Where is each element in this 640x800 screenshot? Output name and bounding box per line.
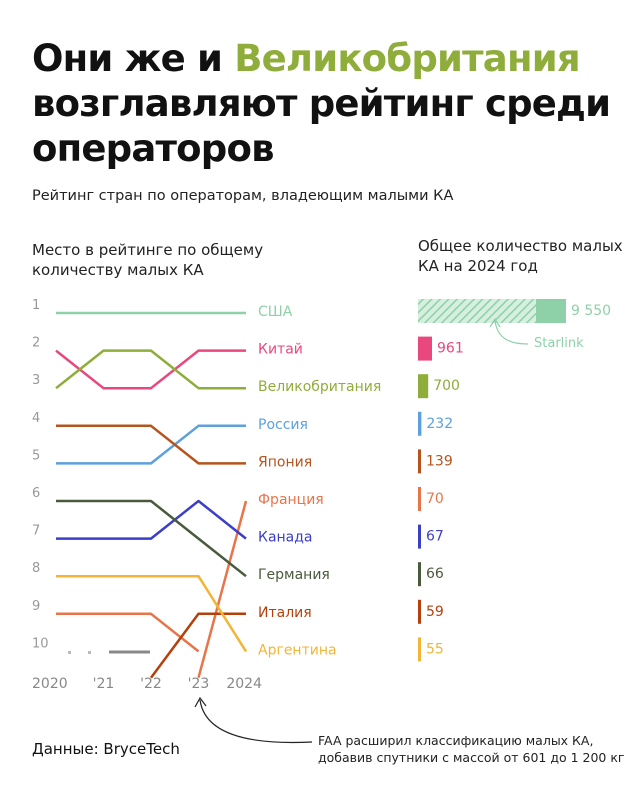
value-bar-6 <box>418 524 421 549</box>
rank-tick-5: 5 <box>32 448 40 463</box>
series-line-3 <box>56 424 246 465</box>
rank-tick-7: 7 <box>32 524 40 539</box>
value-label-6: 67 <box>426 529 444 545</box>
rank-tick-1: 1 <box>32 298 40 313</box>
value-bar-8 <box>418 599 421 624</box>
title-part2: возглавляют рейтинг среди операторов <box>32 82 611 170</box>
x-tick-2: '22 <box>140 676 162 692</box>
value-label-7: 66 <box>426 566 444 582</box>
rank-tick-4: 4 <box>32 411 40 426</box>
value-label-9: 55 <box>426 641 444 657</box>
country-label-0: США <box>258 304 293 320</box>
series-line-5 <box>197 500 248 679</box>
value-bar-9 <box>418 637 421 662</box>
chart-subtitle: Рейтинг стран по операторам, владеющим м… <box>32 188 454 204</box>
total-heading: Общее количество малых КА на 2024 год <box>418 237 623 275</box>
value-bar-4 <box>418 449 421 474</box>
country-label-8: Италия <box>258 605 312 621</box>
chart-title: Они же и Великобритания возглавляют рейт… <box>32 36 632 171</box>
country-label-1: Китай <box>258 342 303 358</box>
data-source: Данные: BryceTech <box>32 740 180 758</box>
starlink-label: Starlink <box>534 336 584 351</box>
value-bar-0 <box>536 299 566 323</box>
extra-line-0 <box>56 612 200 653</box>
gray-mark <box>68 651 71 654</box>
country-label-9: Аргентина <box>258 642 337 658</box>
faa-note: FAA расширил классификацию малых КА, доб… <box>318 733 625 765</box>
series-line-9 <box>56 574 248 653</box>
note-arrow <box>199 699 313 744</box>
note-arrowhead <box>194 696 207 708</box>
value-label-0: 9 550 <box>571 303 611 319</box>
x-tick-3: '23 <box>188 676 210 692</box>
rank-tick-3: 3 <box>32 373 40 388</box>
value-bar-5 <box>418 487 421 511</box>
country-label-2: Великобритания <box>258 379 381 395</box>
x-tick-1: '21 <box>93 676 115 692</box>
series-line-6 <box>56 499 247 540</box>
value-label-5: 70 <box>426 491 444 507</box>
country-label-4: Япония <box>258 454 312 470</box>
rank-heading: Место в рейтинге по общему количеству ма… <box>32 241 264 279</box>
starlink-arrow <box>494 319 529 345</box>
value-label-8: 59 <box>426 604 444 620</box>
starlink-arrowhead <box>489 317 501 328</box>
series-line-1 <box>55 349 246 390</box>
x-tick-4: 2024 <box>226 676 262 692</box>
series-line-7 <box>56 499 247 578</box>
rank-tick-8: 8 <box>32 561 40 576</box>
country-label-3: Россия <box>258 417 308 433</box>
gray-mark <box>88 651 91 654</box>
value-bar-2 <box>418 374 429 399</box>
x-tick-0: 2020 <box>32 676 68 692</box>
title-part1: Они же и <box>32 37 235 80</box>
value-label-1: 961 <box>437 341 464 357</box>
title-accent: Великобритания <box>234 37 580 80</box>
value-bar-1 <box>418 336 432 361</box>
rank-tick-2: 2 <box>32 336 40 351</box>
series-line-8 <box>149 612 246 679</box>
country-label-6: Канада <box>258 530 313 546</box>
value-bar-3 <box>418 411 422 436</box>
starlink-bar <box>418 299 536 323</box>
rank-tick-9: 9 <box>32 599 40 614</box>
series-line-2 <box>55 349 246 390</box>
value-label-2: 700 <box>433 378 460 394</box>
country-label-7: Германия <box>258 567 330 583</box>
value-label-4: 139 <box>426 453 453 469</box>
value-bar-7 <box>418 562 421 587</box>
rank-tick-6: 6 <box>32 486 40 501</box>
rank-tick-10: 10 <box>32 636 49 651</box>
series-line-4 <box>56 424 246 465</box>
country-label-5: Франция <box>258 492 324 508</box>
value-label-3: 232 <box>426 416 453 432</box>
